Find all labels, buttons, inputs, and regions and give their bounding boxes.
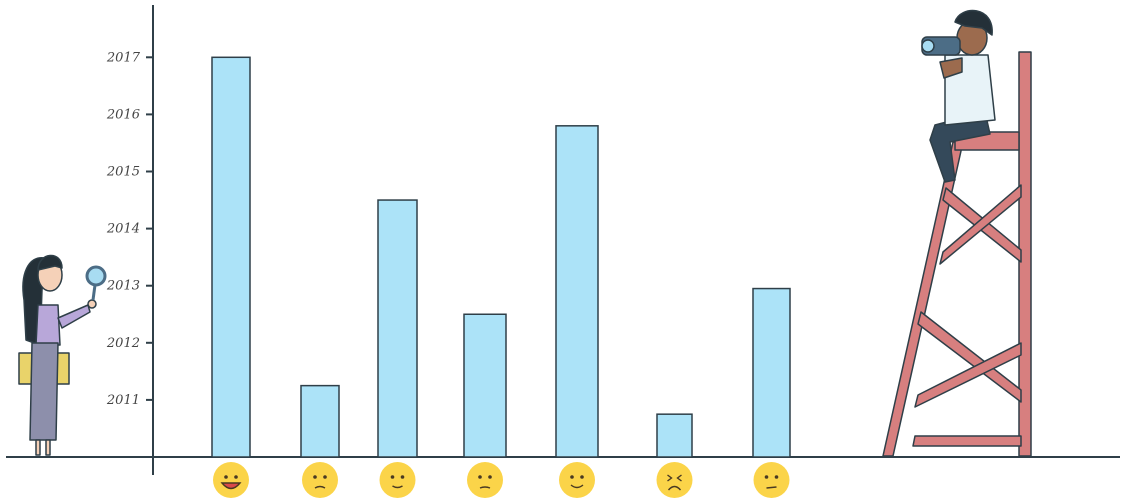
emoji-labels bbox=[213, 462, 790, 498]
bar-confused bbox=[300, 384, 340, 458]
confused-face-icon bbox=[302, 462, 338, 498]
woman-with-magnifier-illustration bbox=[18, 254, 107, 456]
y-tick-label: 2015 bbox=[106, 165, 140, 180]
lookout-tower-illustration bbox=[882, 51, 1032, 457]
bar-content bbox=[377, 199, 418, 458]
bar-pleased bbox=[555, 125, 599, 458]
bar-frustrated bbox=[656, 413, 693, 458]
bar-puzzled bbox=[463, 313, 507, 458]
man-with-binoculars-illustration bbox=[921, 9, 996, 183]
y-tick-label: 2013 bbox=[106, 279, 140, 294]
pleased-face-icon bbox=[559, 462, 595, 498]
y-tick-label: 2011 bbox=[106, 393, 140, 408]
bars bbox=[211, 56, 791, 458]
frustrated-face-icon bbox=[656, 462, 693, 498]
content-face-icon bbox=[379, 462, 416, 498]
y-tick-label: 2016 bbox=[106, 107, 140, 122]
y-tick-label: 2012 bbox=[106, 336, 140, 351]
bar-delighted bbox=[211, 56, 251, 458]
y-tick-label: 2017 bbox=[106, 50, 141, 65]
unsure-face-icon bbox=[753, 462, 790, 498]
delighted-face-icon bbox=[213, 462, 249, 498]
y-tick-label: 2014 bbox=[106, 222, 140, 237]
magnifier-icon bbox=[85, 265, 107, 287]
puzzled-face-icon bbox=[467, 462, 503, 498]
bar-unsure bbox=[752, 287, 791, 458]
y-ticks: 2011 2012 2013 2014 2015 2016 2017 bbox=[106, 50, 153, 408]
